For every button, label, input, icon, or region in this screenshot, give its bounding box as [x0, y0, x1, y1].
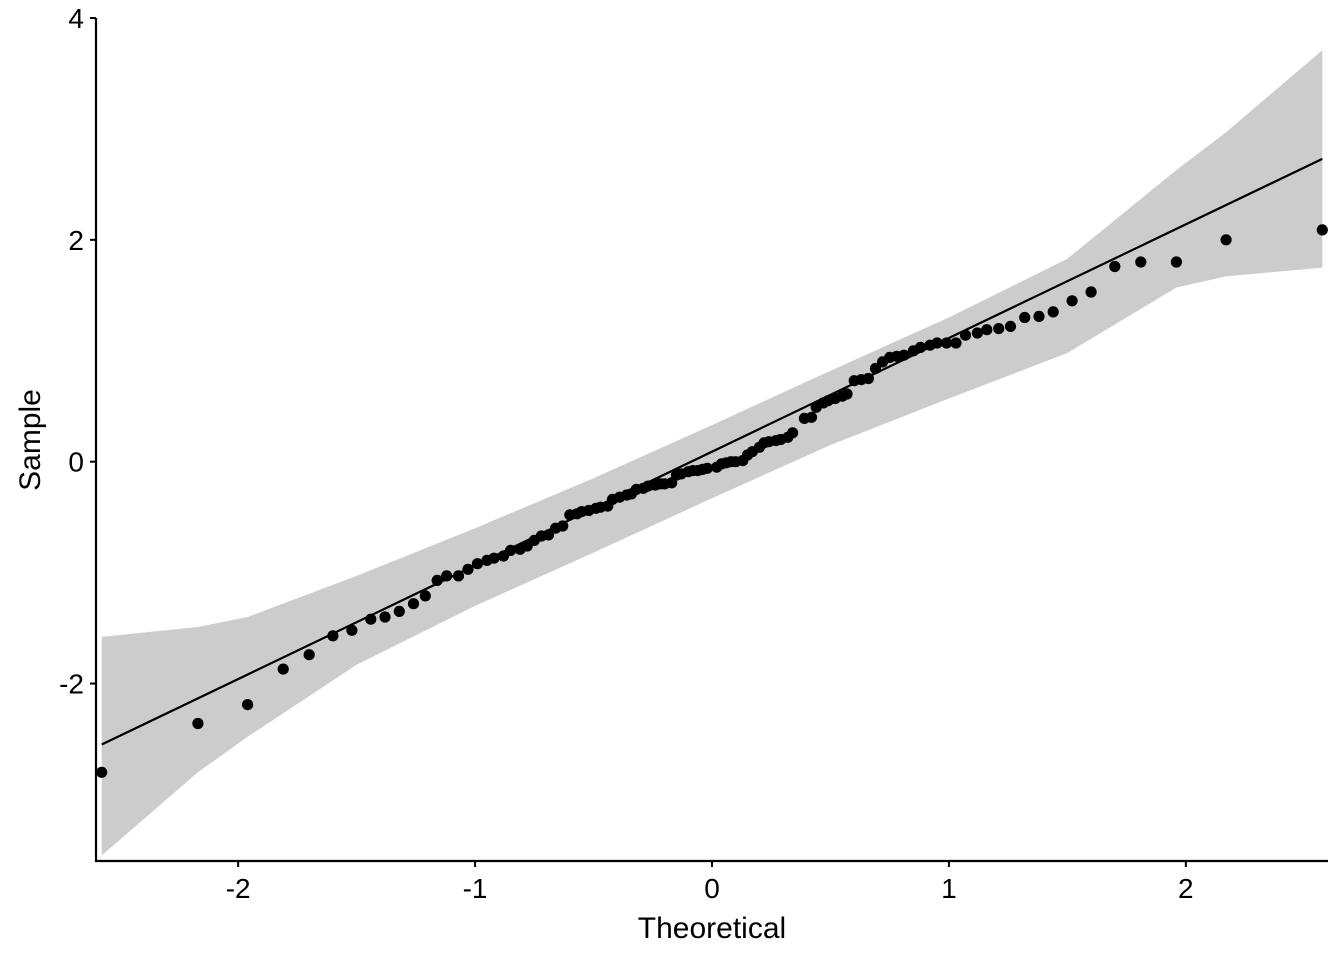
- data-point: [1220, 234, 1232, 246]
- data-point: [542, 529, 555, 541]
- data-point: [488, 552, 500, 564]
- data-point: [959, 329, 972, 341]
- data-point: [971, 327, 984, 339]
- x-tick-label: 2: [1178, 873, 1194, 904]
- data-point: [419, 590, 431, 602]
- data-point: [327, 630, 339, 642]
- data-point: [452, 570, 465, 582]
- data-point: [1066, 295, 1078, 307]
- x-tick-label: 1: [941, 873, 957, 904]
- y-axis-title: Sample: [14, 389, 47, 491]
- data-point: [981, 324, 993, 336]
- data-point: [431, 574, 443, 587]
- data-point: [1004, 320, 1017, 332]
- data-point: [950, 337, 962, 349]
- data-point: [805, 411, 818, 423]
- data-point: [1047, 306, 1059, 318]
- data-point: [303, 649, 315, 661]
- data-point: [898, 349, 910, 361]
- points-layer: [96, 224, 1328, 778]
- y-tick-label: 2: [68, 225, 84, 256]
- data-point: [557, 520, 569, 532]
- data-point: [1109, 260, 1121, 273]
- data-point: [365, 613, 377, 625]
- data-point: [869, 362, 882, 375]
- data-point: [862, 372, 875, 385]
- data-point: [787, 427, 799, 439]
- data-point: [1316, 224, 1328, 236]
- data-point: [379, 611, 391, 623]
- data-point: [841, 388, 853, 400]
- data-point: [471, 558, 483, 570]
- reference-line-layer: [101, 157, 1323, 746]
- data-point: [505, 544, 517, 557]
- y-tick-label: 4: [68, 3, 84, 34]
- data-point: [277, 663, 289, 675]
- data-point: [931, 337, 943, 349]
- y-tick-label: -2: [59, 669, 84, 700]
- x-axis-title: Theoretical: [638, 912, 786, 945]
- data-point: [346, 624, 358, 636]
- data-point: [1019, 311, 1031, 324]
- y-ticks: -2 0 2 4: [59, 3, 96, 700]
- data-point: [393, 605, 405, 618]
- data-point: [1135, 256, 1147, 268]
- data-point: [993, 323, 1005, 335]
- x-tick-label: -2: [226, 873, 251, 904]
- x-tick-label: 0: [704, 873, 720, 904]
- data-point: [192, 717, 204, 730]
- x-ticks: -2 -1 0 1 2: [226, 861, 1194, 904]
- x-tick-label: -1: [463, 873, 488, 904]
- data-point: [1170, 256, 1182, 268]
- data-point: [914, 341, 927, 353]
- data-point: [462, 563, 474, 575]
- data-point: [441, 570, 453, 582]
- data-point: [1033, 310, 1045, 322]
- data-point: [242, 699, 254, 711]
- data-point: [407, 598, 420, 610]
- y-tick-label: 0: [68, 447, 84, 478]
- reference-line: [101, 157, 1323, 746]
- data-point: [941, 337, 953, 349]
- data-point: [96, 766, 108, 778]
- data-point: [1085, 286, 1097, 298]
- data-point: [701, 462, 713, 474]
